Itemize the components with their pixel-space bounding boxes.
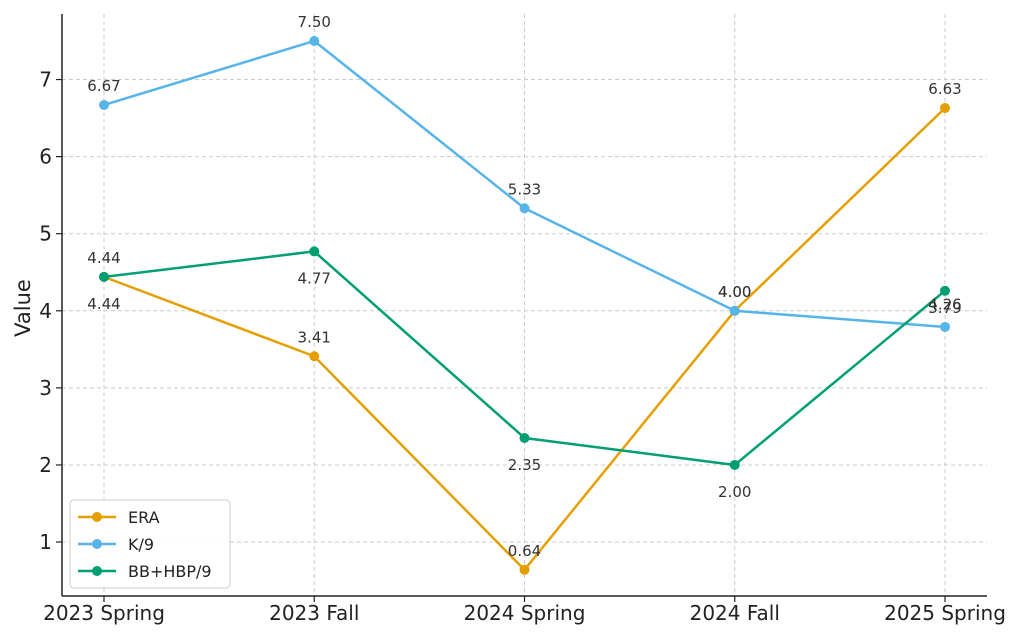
legend: ERA K/9 BB+HBP/9 bbox=[69, 499, 231, 589]
legend-marker bbox=[92, 512, 102, 522]
data-label: 6.63 bbox=[928, 80, 961, 98]
data-label: 4.44 bbox=[87, 295, 120, 313]
data-point bbox=[940, 321, 950, 332]
data-label: 2.35 bbox=[508, 456, 541, 474]
y-axis-title: Value bbox=[11, 279, 35, 337]
data-point bbox=[729, 305, 740, 316]
data-point bbox=[519, 203, 530, 214]
y-tick-label: 6 bbox=[39, 145, 52, 169]
data-point bbox=[309, 246, 320, 257]
y-tick-label: 7 bbox=[39, 68, 52, 92]
data-point bbox=[519, 564, 530, 575]
data-label: 4.77 bbox=[298, 269, 331, 287]
data-point bbox=[940, 103, 950, 114]
legend-marker bbox=[92, 539, 102, 549]
legend-box bbox=[69, 499, 231, 589]
x-tick-label: 2024 Spring bbox=[464, 601, 586, 625]
legend-label: K/9 bbox=[128, 535, 154, 554]
data-label: 3.79 bbox=[928, 299, 961, 317]
data-label: 6.67 bbox=[87, 77, 120, 95]
legend-label: ERA bbox=[128, 508, 160, 527]
data-label: 7.50 bbox=[298, 13, 331, 31]
x-tick-label: 2023 Fall bbox=[269, 601, 359, 625]
data-point bbox=[99, 99, 109, 110]
series-layer bbox=[99, 35, 950, 575]
data-label: 0.64 bbox=[508, 542, 541, 560]
data-point bbox=[729, 459, 740, 470]
data-point bbox=[99, 271, 109, 282]
data-label: 4.44 bbox=[87, 249, 120, 267]
y-tick-label: 2 bbox=[39, 453, 52, 477]
legend-marker bbox=[92, 566, 102, 576]
data-labels: 4.443.410.644.006.636.677.505.334.003.79… bbox=[87, 13, 961, 560]
data-label: 5.33 bbox=[508, 180, 541, 198]
data-label: 4.26 bbox=[928, 296, 961, 314]
y-tick-label: 5 bbox=[39, 222, 52, 246]
x-tick-label: 2023 Spring bbox=[43, 601, 165, 625]
data-label: 4.00 bbox=[718, 283, 751, 301]
data-point bbox=[309, 351, 320, 362]
data-point bbox=[519, 432, 530, 443]
data-label: 4.00 bbox=[718, 283, 751, 301]
data-point bbox=[940, 285, 950, 296]
axes: 1 2 3 4 5 6 7 2023 Spring 2023 Fall 2024 Spring 20… bbox=[39, 14, 1006, 625]
data-label: 3.41 bbox=[298, 328, 331, 346]
y-tick-label: 4 bbox=[39, 299, 52, 323]
y-tick-label: 1 bbox=[39, 530, 52, 554]
x-tick-label: 2024 Fall bbox=[690, 601, 780, 625]
data-point bbox=[309, 35, 320, 46]
y-tick-label: 3 bbox=[39, 376, 52, 400]
grid-lines bbox=[62, 14, 987, 596]
legend-label: BB+HBP/9 bbox=[128, 562, 212, 581]
data-label: 2.00 bbox=[718, 483, 751, 501]
x-tick-label: 2025 Spring bbox=[884, 601, 1006, 625]
